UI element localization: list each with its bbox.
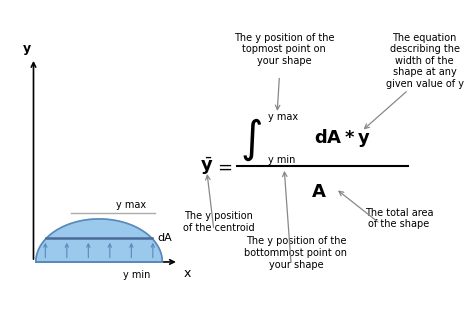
Text: $\bar{\mathbf{y}}$: $\bar{\mathbf{y}}$ [200, 156, 213, 177]
Text: y max: y max [268, 112, 298, 122]
Text: The total area
of the shape: The total area of the shape [365, 208, 433, 229]
Text: y min: y min [268, 155, 295, 165]
Text: The y position of the
bottommost point on
your shape: The y position of the bottommost point o… [245, 236, 347, 270]
Text: $\int$: $\int$ [240, 116, 263, 163]
Text: The y position
of the centroid: The y position of the centroid [183, 211, 255, 233]
Polygon shape [36, 219, 162, 262]
Text: y max: y max [116, 200, 146, 210]
Text: $\mathbf{A}$: $\mathbf{A}$ [311, 183, 327, 201]
Text: The equation
describing the
width of the
shape at any
given value of y: The equation describing the width of the… [386, 33, 464, 89]
Text: $\mathbf{dA * y}$: $\mathbf{dA * y}$ [314, 127, 371, 149]
Text: x: x [183, 267, 191, 280]
Text: dA: dA [157, 233, 172, 243]
Text: y: y [22, 42, 30, 55]
Text: $=$: $=$ [214, 157, 233, 175]
Text: The y position of the
topmost point on
your shape: The y position of the topmost point on y… [234, 33, 334, 66]
Text: y min: y min [123, 270, 150, 280]
